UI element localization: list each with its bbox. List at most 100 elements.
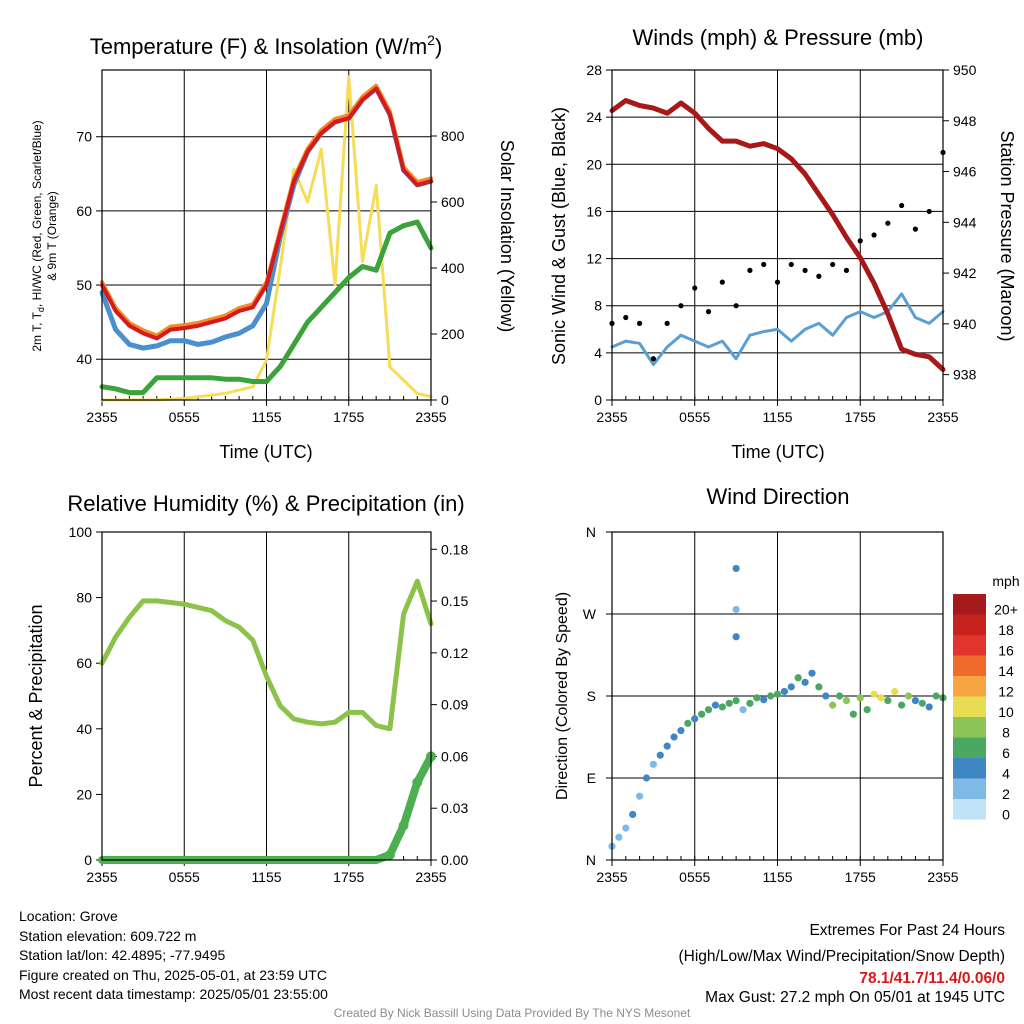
gust-point <box>926 208 932 215</box>
gust-point <box>871 232 877 238</box>
dir-point <box>904 692 913 700</box>
dir-point <box>911 696 920 705</box>
legend-swatch <box>953 799 986 820</box>
dir-xtick-label: 1155 <box>762 869 792 885</box>
temp-ytick-label: 70 <box>76 129 92 145</box>
precip-point <box>398 820 409 831</box>
dewpoint-line <box>99 219 434 396</box>
legend-label: 2 <box>1002 786 1010 802</box>
dir-point <box>815 683 823 691</box>
dir-point <box>822 692 830 700</box>
wind-y2tick-label: 944 <box>953 214 977 230</box>
dir-point <box>622 824 630 832</box>
temp-y2tick-label: 600 <box>441 194 465 210</box>
created-text: Figure created on Thu, 2025-05-01, at 23… <box>19 966 327 983</box>
legend-swatch <box>953 594 986 615</box>
legend-label: 6 <box>1002 745 1010 761</box>
wind-panel-title: Winds (mph) & Pressure (mb) <box>633 25 924 50</box>
dir-point <box>663 742 671 750</box>
legend-swatch <box>953 717 986 738</box>
legend-swatch <box>953 655 986 676</box>
temp-xtick-label: 1155 <box>251 409 281 425</box>
temp-y2tick-label: 400 <box>441 260 465 276</box>
dir-xtick-label: 2355 <box>596 869 627 885</box>
dir-point <box>615 833 623 841</box>
rh-y2tick-label: 0.00 <box>441 852 468 868</box>
dir-point <box>691 715 699 723</box>
wind-ytick-label: 16 <box>586 203 602 219</box>
plot-layer: 2355 0555 1155 1755 235540506070020040060080… <box>69 62 1018 885</box>
rh-y2tick-label: 0.15 <box>441 593 468 609</box>
temp-xtick-label: 2355 <box>86 409 117 425</box>
wind-xtick-label: 1755 <box>845 409 876 425</box>
wind-ytick-label: 0 <box>594 392 602 408</box>
wind-ytick-label: 20 <box>586 156 602 172</box>
dir-point <box>635 792 644 800</box>
gust-point <box>912 226 919 232</box>
gust-point <box>830 261 836 268</box>
dir-legend-title: mph <box>992 573 1019 589</box>
latlon-text: Station lat/lon: 42.4895; -77.9495 <box>19 947 226 963</box>
wind-xtick-label: 2355 <box>596 409 627 425</box>
wind-y2tick-label: 940 <box>953 316 977 332</box>
dir-point <box>801 678 809 686</box>
dir-point <box>732 633 740 641</box>
gust-point <box>788 261 794 268</box>
dir-point <box>842 696 851 705</box>
dir-point <box>918 699 926 707</box>
credit-text: Created By Nick Bassill Using Data Provi… <box>333 1006 691 1020</box>
gust-point <box>733 303 739 309</box>
gust-point <box>747 267 753 273</box>
temp-ytick-label: 40 <box>76 351 92 367</box>
legend-label: 8 <box>1002 724 1010 740</box>
legend-label: 18 <box>998 622 1014 638</box>
dir-point <box>753 694 761 702</box>
dir-point <box>677 727 685 735</box>
extremes-values: 78.1/41.7/11.4/0.06/0 <box>859 970 1005 987</box>
rh-panel-title: Relative Humidity (%) & Precipitation (i… <box>67 491 464 516</box>
legend-label: 20+ <box>994 601 1018 617</box>
wind-ytick-label: 24 <box>586 109 602 125</box>
elevation-text: Station elevation: 609.722 m <box>19 927 197 944</box>
dir-point <box>884 696 892 705</box>
wind-x-axis-label: Time (UTC) <box>731 442 824 462</box>
gust-point <box>650 356 656 362</box>
rh-ytick-label: 20 <box>76 786 92 802</box>
gust-point <box>623 314 629 321</box>
gust-point <box>885 220 891 226</box>
dir-ytick-label: S <box>587 688 596 704</box>
legend-swatch <box>953 758 986 779</box>
dir-point <box>642 774 651 782</box>
gust-point <box>843 267 850 273</box>
rh-line <box>99 578 434 732</box>
rh-ytick-label: 40 <box>76 721 92 737</box>
rh-xtick-label: 1155 <box>251 869 281 885</box>
rh-ytick-label: 60 <box>76 655 92 671</box>
dir-ytick-label: N <box>586 524 596 540</box>
dir-point <box>767 692 775 700</box>
precip-point <box>412 777 423 788</box>
wind-y2tick-label: 946 <box>953 164 977 180</box>
legend-swatch <box>953 696 986 717</box>
dir-point <box>670 733 678 741</box>
rh-y2tick-label: 0.06 <box>441 748 468 764</box>
dir-point <box>856 694 864 702</box>
temp-y2tick-label: 200 <box>441 326 465 342</box>
station-info: Location: Grove Station elevation: 609.7… <box>19 907 328 1005</box>
axis-label-part: d <box>36 307 46 312</box>
dir-xtick-label: 0555 <box>679 869 710 885</box>
rh-y2tick-label: 0.12 <box>441 645 468 661</box>
wind-y2tick-label: 948 <box>953 113 977 129</box>
temp-xtick-label: 1755 <box>333 409 364 425</box>
extremes-title: Extremes For Past 24 Hours <box>809 922 1005 939</box>
wind-xtick-label: 2355 <box>927 409 958 425</box>
wind-ytick-label: 12 <box>586 251 602 267</box>
max-gust-text: Max Gust: 27.2 mph On 05/01 at 1945 UTC <box>705 989 1005 1006</box>
wind-xtick-label: 0555 <box>679 409 710 425</box>
dir-point <box>718 703 726 711</box>
extremes-box: Extremes For Past 24 Hours (High/Low/Max… <box>679 918 1006 1008</box>
rh-xtick-label: 0555 <box>169 869 200 885</box>
temp-xtick-label: 0555 <box>169 409 200 425</box>
gust-point <box>816 273 822 279</box>
wind-left-axis-label: Sonic Wind & Gust (Blue, Black) <box>549 107 569 365</box>
